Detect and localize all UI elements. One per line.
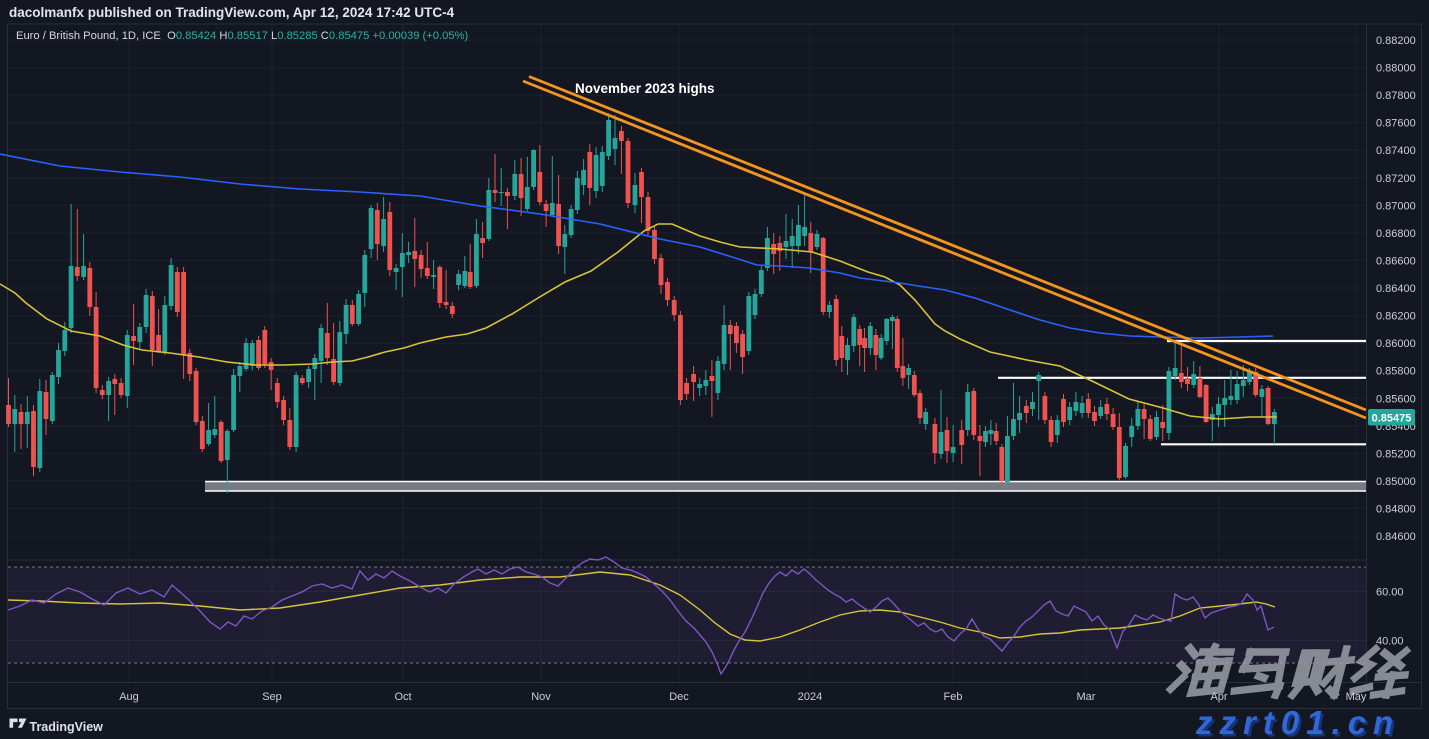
svg-text:0.88200: 0.88200: [1376, 35, 1416, 47]
svg-text:0.87800: 0.87800: [1376, 90, 1416, 102]
svg-text:40.00: 40.00: [1376, 636, 1404, 648]
svg-text:zzrt01.cn: zzrt01.cn: [1198, 707, 1403, 739]
svg-text:0.85600: 0.85600: [1376, 393, 1416, 405]
svg-text:0.86400: 0.86400: [1376, 283, 1416, 295]
svg-text:0.84600: 0.84600: [1376, 531, 1416, 543]
svg-text:Feb: Feb: [944, 691, 963, 703]
svg-text:0.86600: 0.86600: [1376, 256, 1416, 268]
svg-text:0.87400: 0.87400: [1376, 145, 1416, 157]
svg-text:Nov: Nov: [531, 691, 551, 703]
svg-text:0.85800: 0.85800: [1376, 366, 1416, 378]
svg-text:0.86800: 0.86800: [1376, 228, 1416, 240]
svg-text:Sep: Sep: [262, 691, 282, 703]
svg-text:November 2023 highs: November 2023 highs: [575, 81, 715, 96]
svg-text:0.85475: 0.85475: [1372, 413, 1412, 425]
svg-text:dacolmanfx published on Tradin: dacolmanfx published on TradingView.com,…: [9, 5, 455, 20]
svg-text:Apr: Apr: [1210, 691, 1227, 703]
svg-text:60.00: 60.00: [1376, 586, 1404, 598]
svg-text:0.87600: 0.87600: [1376, 118, 1416, 130]
svg-text:0.86200: 0.86200: [1376, 311, 1416, 323]
svg-text:Mar: Mar: [1077, 691, 1096, 703]
svg-text:Euro / British Pound, 1D, ICE: Euro / British Pound, 1D, ICE O0.85424 H…: [16, 30, 469, 42]
svg-text:0.88000: 0.88000: [1376, 63, 1416, 75]
svg-text:Oct: Oct: [394, 691, 411, 703]
svg-text:Dec: Dec: [669, 691, 689, 703]
svg-text:TradingView: TradingView: [30, 720, 104, 734]
svg-text:May: May: [1346, 691, 1367, 703]
svg-text:Aug: Aug: [119, 691, 139, 703]
svg-text:0.87200: 0.87200: [1376, 173, 1416, 185]
svg-text:2024: 2024: [798, 691, 822, 703]
svg-text:0.86000: 0.86000: [1376, 338, 1416, 350]
svg-text:0.85200: 0.85200: [1376, 448, 1416, 460]
svg-text:0.85000: 0.85000: [1376, 476, 1416, 488]
svg-text:0.87000: 0.87000: [1376, 200, 1416, 212]
svg-text:zzrt01.cn: zzrt01.cn: [1195, 704, 1400, 739]
svg-text:0.84800: 0.84800: [1376, 504, 1416, 516]
